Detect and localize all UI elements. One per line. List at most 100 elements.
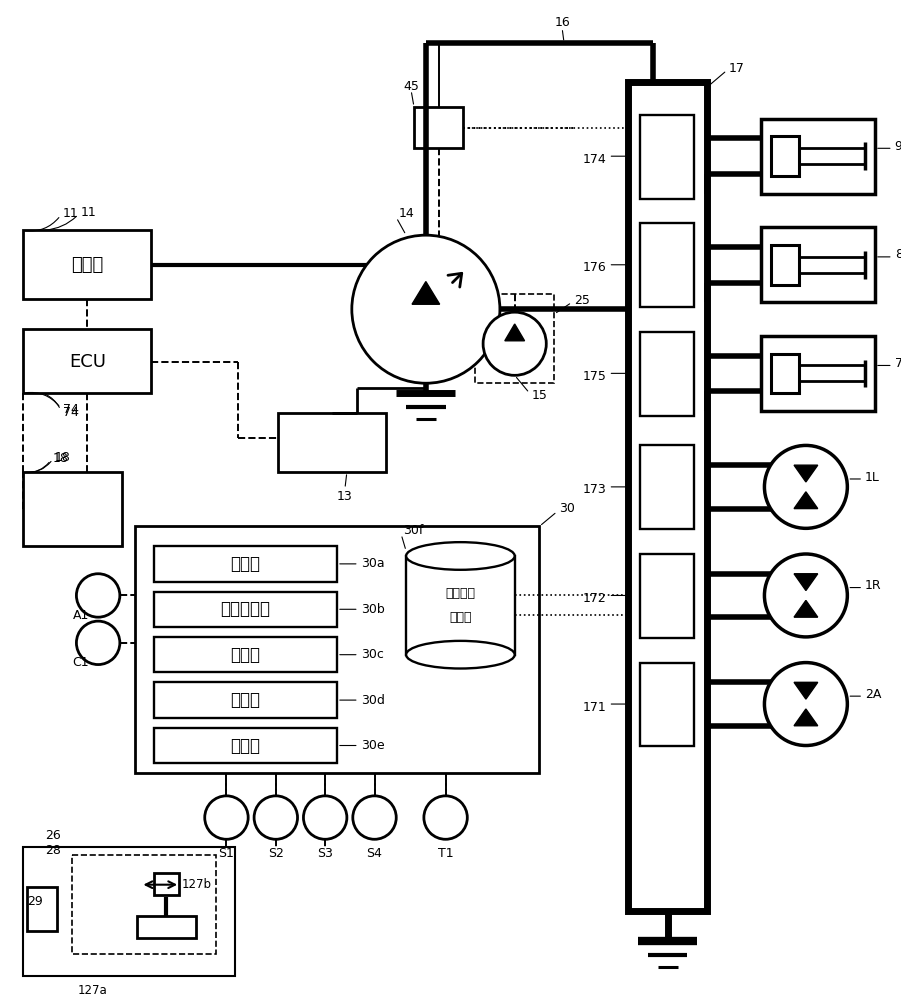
Text: 26: 26 [45, 829, 60, 842]
Text: 11: 11 [62, 207, 78, 220]
FancyBboxPatch shape [134, 526, 540, 773]
Text: 127b: 127b [182, 878, 212, 891]
Text: 9: 9 [895, 140, 901, 153]
Circle shape [764, 663, 847, 746]
Text: 173: 173 [583, 483, 606, 496]
Circle shape [77, 574, 120, 617]
FancyBboxPatch shape [771, 354, 799, 393]
Circle shape [353, 796, 396, 839]
Text: 171: 171 [583, 701, 606, 714]
FancyBboxPatch shape [640, 663, 695, 746]
Text: 判定部: 判定部 [231, 691, 260, 709]
Circle shape [304, 796, 347, 839]
FancyBboxPatch shape [23, 329, 151, 393]
Circle shape [423, 796, 468, 839]
Polygon shape [412, 282, 440, 304]
Text: 29: 29 [27, 895, 43, 908]
Text: 呈现部: 呈现部 [231, 737, 260, 755]
Circle shape [254, 796, 297, 839]
Ellipse shape [406, 542, 514, 570]
Text: 176: 176 [583, 261, 606, 274]
FancyBboxPatch shape [23, 847, 235, 976]
Text: S3: S3 [317, 847, 333, 860]
FancyBboxPatch shape [475, 294, 554, 383]
Text: 30b: 30b [360, 603, 385, 616]
Text: 30d: 30d [360, 694, 385, 707]
Polygon shape [505, 324, 524, 341]
Text: 获取部: 获取部 [231, 555, 260, 573]
Text: 8: 8 [895, 248, 901, 261]
FancyBboxPatch shape [761, 227, 875, 302]
Text: 127a: 127a [77, 984, 107, 997]
FancyBboxPatch shape [761, 119, 875, 194]
Text: 30f: 30f [403, 524, 423, 537]
Text: 45: 45 [403, 80, 419, 93]
FancyBboxPatch shape [72, 855, 215, 954]
Text: 74: 74 [62, 403, 78, 416]
Text: 14: 14 [398, 207, 414, 220]
Text: 操作步骤: 操作步骤 [445, 587, 476, 600]
Text: 172: 172 [583, 592, 606, 605]
Text: 2A: 2A [865, 688, 881, 701]
FancyBboxPatch shape [154, 546, 337, 582]
Text: 18: 18 [53, 452, 68, 465]
FancyBboxPatch shape [154, 637, 337, 672]
Text: 25: 25 [574, 294, 590, 307]
Circle shape [483, 312, 546, 375]
Circle shape [77, 621, 120, 665]
FancyBboxPatch shape [154, 873, 179, 895]
Text: 175: 175 [583, 370, 606, 383]
Text: 设定部: 设定部 [231, 646, 260, 664]
Text: 30c: 30c [360, 648, 384, 661]
Polygon shape [794, 574, 818, 591]
Text: 16: 16 [554, 16, 570, 29]
FancyBboxPatch shape [278, 413, 387, 472]
Text: C1: C1 [72, 656, 89, 669]
FancyBboxPatch shape [771, 136, 799, 176]
Text: 发动机: 发动机 [71, 256, 104, 274]
FancyBboxPatch shape [154, 682, 337, 718]
Text: 30: 30 [560, 502, 575, 515]
FancyBboxPatch shape [771, 245, 799, 285]
FancyBboxPatch shape [640, 332, 695, 416]
FancyBboxPatch shape [640, 223, 695, 307]
Text: 7: 7 [895, 357, 901, 370]
Text: 1R: 1R [865, 579, 882, 592]
Polygon shape [794, 492, 818, 509]
Text: 30a: 30a [360, 557, 385, 570]
FancyBboxPatch shape [640, 115, 695, 199]
Circle shape [205, 796, 248, 839]
Text: 174: 174 [583, 153, 606, 166]
Text: 15: 15 [532, 389, 547, 402]
Text: 信号输出部: 信号输出部 [220, 600, 270, 618]
Ellipse shape [406, 641, 514, 669]
FancyBboxPatch shape [406, 556, 514, 655]
FancyBboxPatch shape [640, 554, 695, 638]
FancyBboxPatch shape [154, 728, 337, 763]
Text: 13: 13 [337, 490, 353, 503]
Text: S1: S1 [219, 847, 234, 860]
Text: S2: S2 [268, 847, 284, 860]
FancyBboxPatch shape [137, 916, 196, 938]
Polygon shape [794, 682, 818, 699]
FancyBboxPatch shape [640, 445, 695, 529]
Text: T1: T1 [438, 847, 453, 860]
FancyBboxPatch shape [27, 887, 57, 931]
Text: ECU: ECU [68, 353, 105, 371]
Text: 28: 28 [45, 844, 60, 857]
Circle shape [764, 445, 847, 528]
Text: 17: 17 [729, 62, 745, 75]
Polygon shape [794, 709, 818, 726]
Text: 存储部: 存储部 [450, 611, 471, 624]
FancyBboxPatch shape [414, 107, 463, 148]
FancyBboxPatch shape [628, 82, 707, 911]
Text: 30e: 30e [360, 739, 385, 752]
Text: 18: 18 [55, 451, 70, 464]
FancyBboxPatch shape [154, 592, 337, 627]
Circle shape [764, 554, 847, 637]
FancyBboxPatch shape [761, 336, 875, 411]
Polygon shape [794, 465, 818, 482]
FancyBboxPatch shape [23, 472, 122, 546]
Text: A1: A1 [72, 609, 89, 622]
Text: 1L: 1L [865, 471, 880, 484]
